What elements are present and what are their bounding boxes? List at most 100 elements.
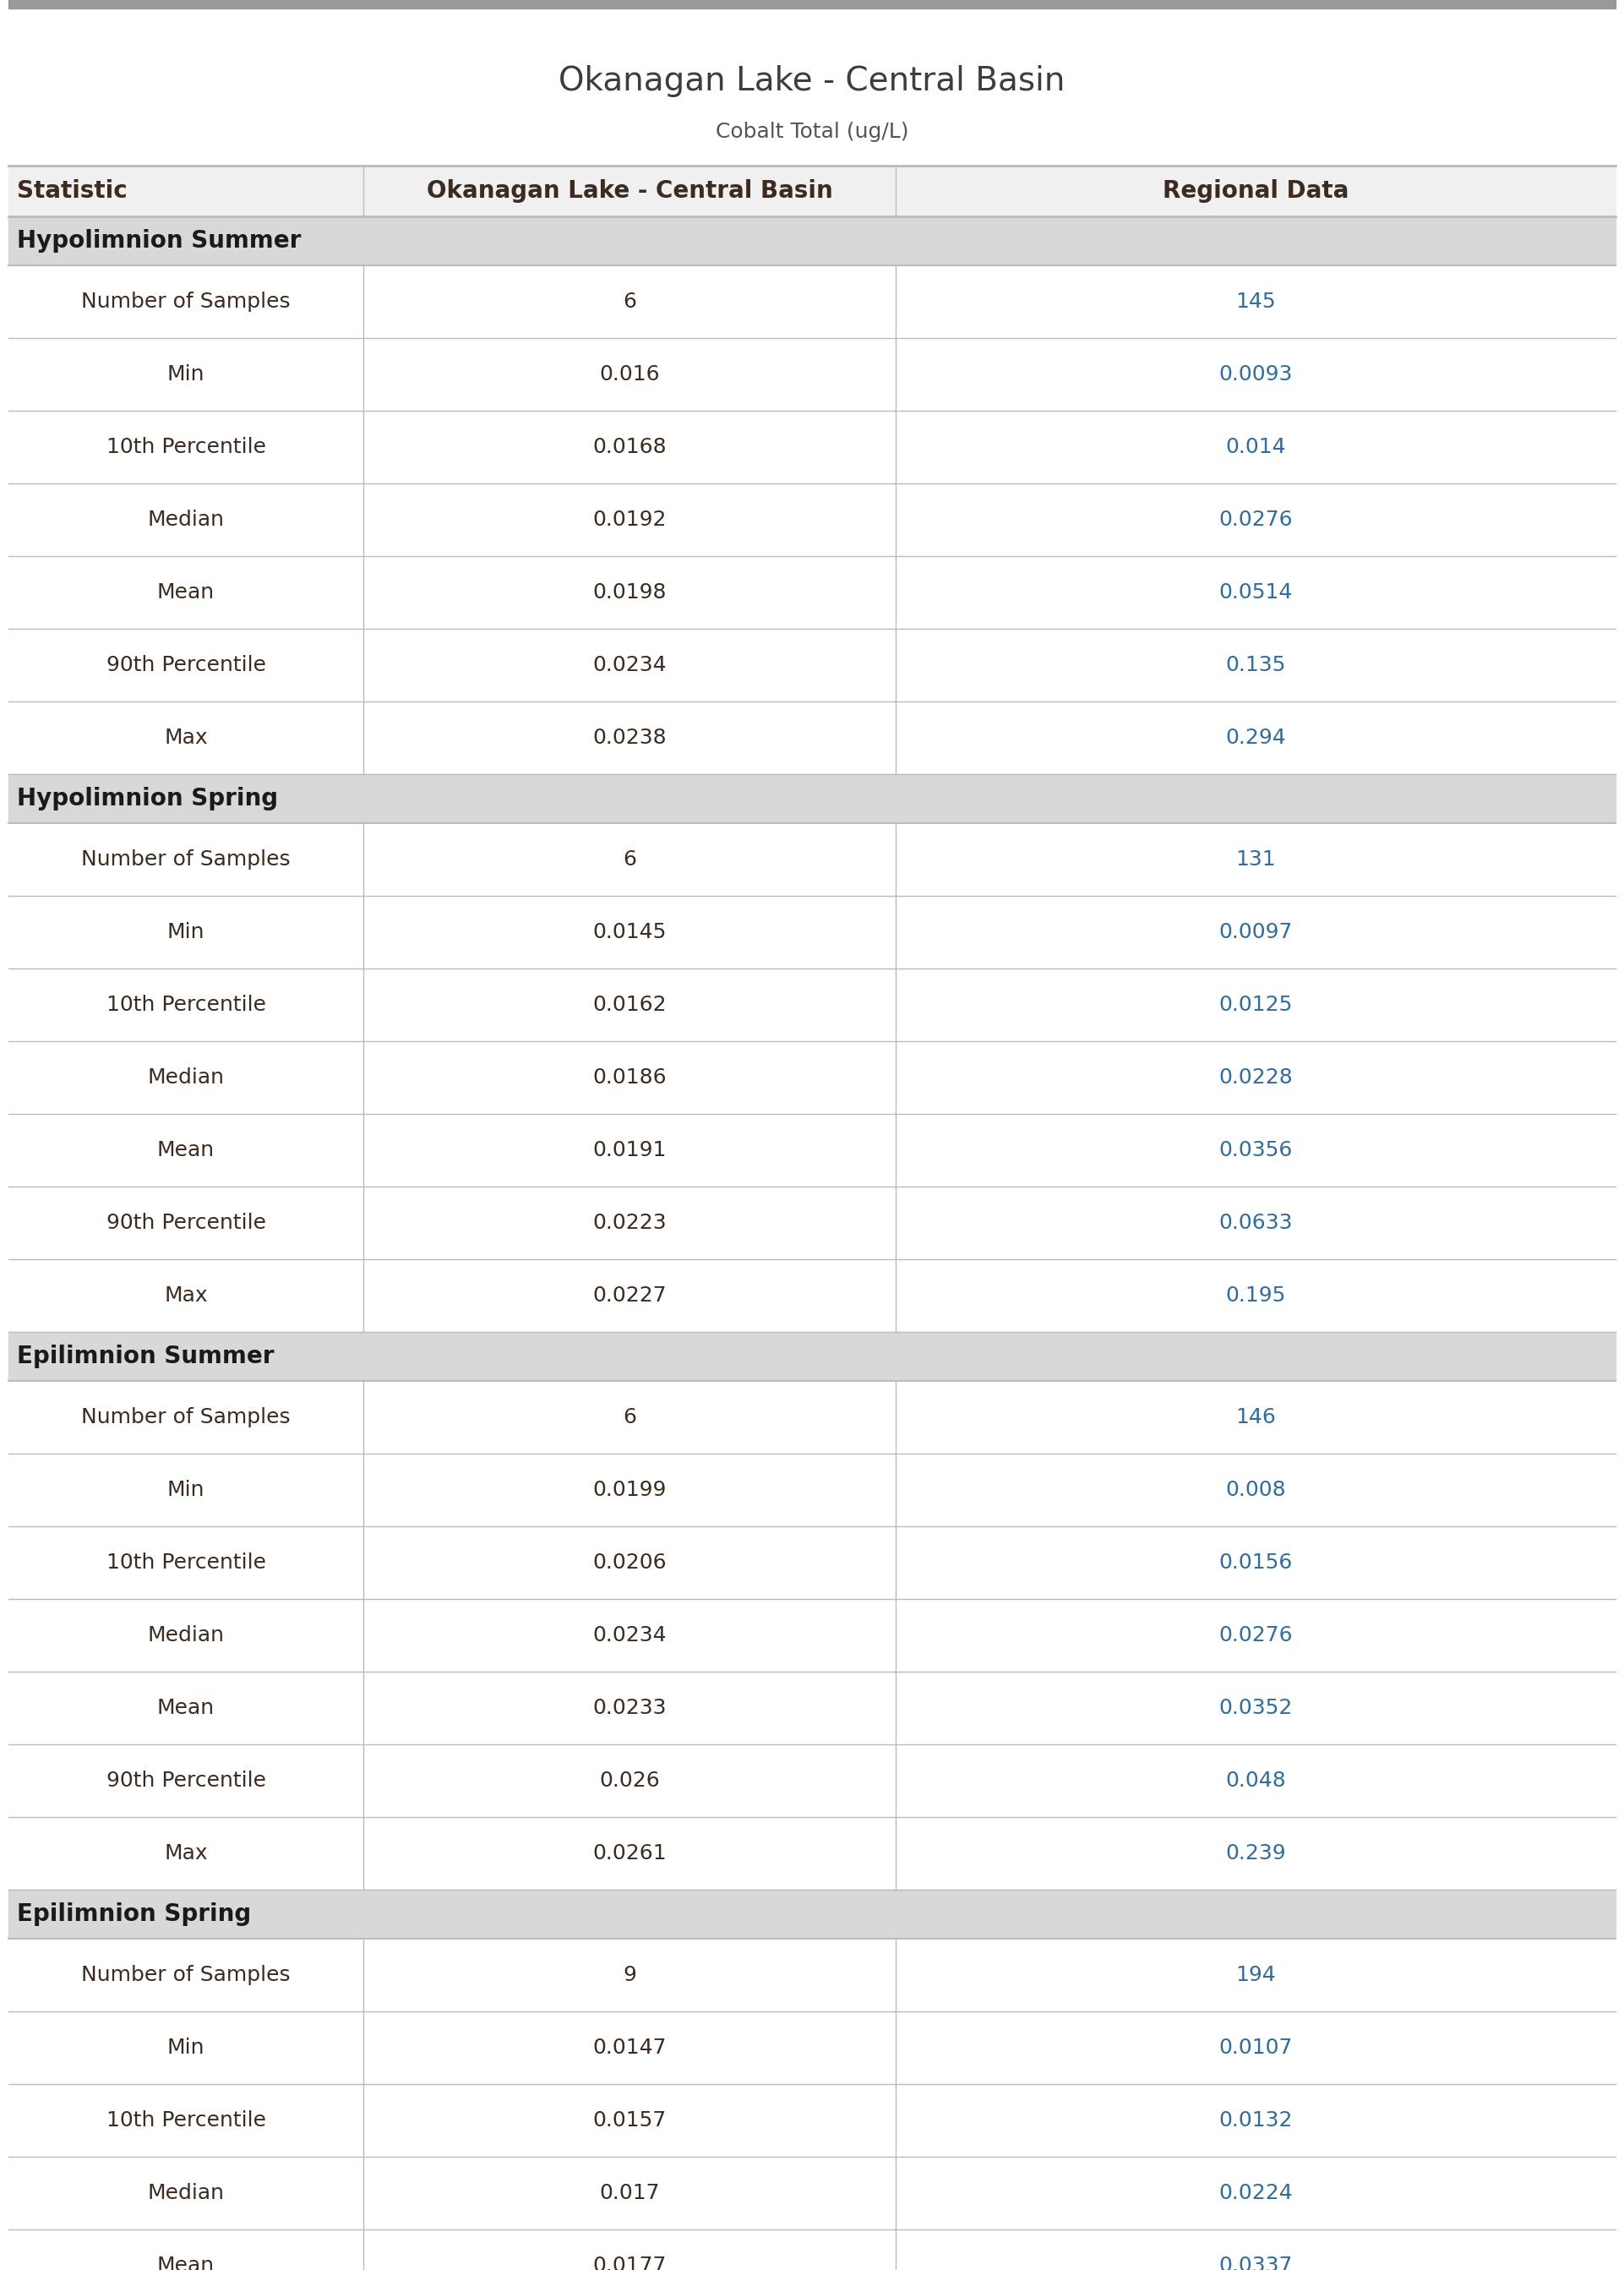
Text: Number of Samples: Number of Samples (81, 291, 291, 311)
Text: 9: 9 (622, 1966, 637, 1986)
Text: Median: Median (148, 508, 224, 529)
Text: 0.0276: 0.0276 (1218, 1625, 1293, 1646)
Text: 0.0356: 0.0356 (1218, 1140, 1293, 1160)
Text: 0.0192: 0.0192 (593, 508, 666, 529)
Text: Max: Max (164, 729, 208, 747)
Bar (8, 1260, 1616, 1332)
Text: 0.0514: 0.0514 (1218, 583, 1293, 602)
Text: 0.0337: 0.0337 (1218, 2256, 1293, 2270)
Bar (8, 1671, 1616, 1743)
Bar (8, 556, 1616, 629)
Text: 10th Percentile: 10th Percentile (106, 2111, 266, 2132)
Text: 0.0224: 0.0224 (1218, 2184, 1293, 2204)
Bar (8, 1598, 1616, 1671)
Bar (8, 629, 1616, 701)
Text: 0.0261: 0.0261 (593, 1843, 666, 1864)
Text: 131: 131 (1236, 849, 1276, 869)
Text: Number of Samples: Number of Samples (81, 1966, 291, 1986)
Text: 0.0206: 0.0206 (593, 1553, 666, 1573)
Bar (8, 1332, 1616, 1380)
Text: 90th Percentile: 90th Percentile (106, 1212, 266, 1233)
Text: Min: Min (167, 2038, 205, 2059)
Text: Mean: Mean (158, 583, 214, 602)
Bar (8, 2084, 1616, 2156)
Text: 0.0198: 0.0198 (593, 583, 666, 602)
Text: Hypolimnion Summer: Hypolimnion Summer (16, 229, 300, 252)
Text: 6: 6 (622, 1407, 637, 1428)
Text: 145: 145 (1236, 291, 1276, 311)
Text: 0.0132: 0.0132 (1218, 2111, 1293, 2132)
Text: 90th Percentile: 90th Percentile (106, 656, 266, 674)
Text: 0.0147: 0.0147 (593, 2038, 666, 2059)
Text: 0.008: 0.008 (1226, 1480, 1286, 1500)
Bar (8, 166, 1616, 216)
Text: 0.0168: 0.0168 (593, 436, 666, 456)
Bar (8, 216, 1616, 266)
Text: 0.014: 0.014 (1226, 436, 1286, 456)
Bar (8, 1743, 1616, 1816)
Text: 0.048: 0.048 (1224, 1771, 1286, 1791)
Text: 10th Percentile: 10th Percentile (106, 1553, 266, 1573)
Text: 0.0233: 0.0233 (593, 1698, 666, 1718)
Text: 0.0145: 0.0145 (593, 922, 666, 942)
Text: 0.0238: 0.0238 (593, 729, 666, 747)
Text: 194: 194 (1236, 1966, 1276, 1986)
Bar (8, 1939, 1616, 2011)
Text: 0.026: 0.026 (599, 1771, 659, 1791)
Bar (8, 969, 1616, 1042)
Text: 0.0223: 0.0223 (593, 1212, 666, 1233)
Text: 0.0097: 0.0097 (1218, 922, 1293, 942)
Text: 6: 6 (622, 849, 637, 869)
Text: Median: Median (148, 1067, 224, 1087)
Text: Number of Samples: Number of Samples (81, 849, 291, 869)
Text: Median: Median (148, 1625, 224, 1646)
Bar (8, 1816, 1616, 1889)
Text: Regional Data: Regional Data (1163, 179, 1348, 202)
Text: Okanagan Lake - Central Basin: Okanagan Lake - Central Basin (559, 66, 1065, 98)
Text: 0.0199: 0.0199 (593, 1480, 666, 1500)
Text: 0.0107: 0.0107 (1218, 2038, 1293, 2059)
Text: Min: Min (167, 1480, 205, 1500)
Text: 0.0093: 0.0093 (1218, 363, 1293, 384)
Bar (8, 411, 1616, 484)
Text: 0.0162: 0.0162 (593, 994, 666, 1015)
Text: Min: Min (167, 922, 205, 942)
Bar (8, 1380, 1616, 1453)
Text: 0.0633: 0.0633 (1218, 1212, 1293, 1233)
Text: 0.0177: 0.0177 (593, 2256, 666, 2270)
Text: 0.0157: 0.0157 (593, 2111, 666, 2132)
Text: 146: 146 (1236, 1407, 1276, 1428)
Text: 0.0156: 0.0156 (1218, 1553, 1293, 1573)
Bar (8, 1453, 1616, 1525)
Text: 0.0234: 0.0234 (593, 1625, 666, 1646)
Bar (8, 897, 1616, 969)
Text: 0.0125: 0.0125 (1218, 994, 1293, 1015)
Text: Cobalt Total (ug/L): Cobalt Total (ug/L) (716, 123, 908, 143)
Bar (8, 0, 1616, 9)
Text: 10th Percentile: 10th Percentile (106, 994, 266, 1015)
Text: Epilimnion Summer: Epilimnion Summer (16, 1344, 274, 1369)
Text: Number of Samples: Number of Samples (81, 1407, 291, 1428)
Bar (8, 701, 1616, 774)
Text: 0.195: 0.195 (1226, 1285, 1286, 1305)
Text: 10th Percentile: 10th Percentile (106, 436, 266, 456)
Bar (8, 774, 1616, 824)
Text: Epilimnion Spring: Epilimnion Spring (16, 1902, 252, 1925)
Bar (8, 2229, 1616, 2270)
Text: Max: Max (164, 1843, 208, 1864)
Bar (8, 824, 1616, 897)
Text: Okanagan Lake - Central Basin: Okanagan Lake - Central Basin (427, 179, 833, 202)
Bar (8, 484, 1616, 556)
Text: 0.0227: 0.0227 (593, 1285, 666, 1305)
Text: Statistic: Statistic (16, 179, 127, 202)
Bar (8, 266, 1616, 338)
Text: 0.0234: 0.0234 (593, 656, 666, 674)
Text: 90th Percentile: 90th Percentile (106, 1771, 266, 1791)
Text: 6: 6 (622, 291, 637, 311)
Text: Min: Min (167, 363, 205, 384)
Text: Hypolimnion Spring: Hypolimnion Spring (16, 788, 278, 810)
Bar (8, 1187, 1616, 1260)
Bar (8, 1042, 1616, 1115)
Bar (8, 1525, 1616, 1598)
Text: 0.239: 0.239 (1226, 1843, 1286, 1864)
